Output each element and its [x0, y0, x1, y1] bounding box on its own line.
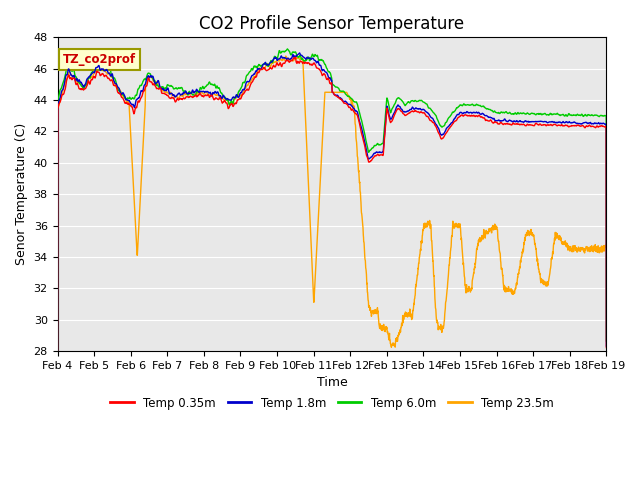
Legend: Temp 0.35m, Temp 1.8m, Temp 6.0m, Temp 23.5m: Temp 0.35m, Temp 1.8m, Temp 6.0m, Temp 2… — [106, 392, 559, 414]
Title: CO2 Profile Sensor Temperature: CO2 Profile Sensor Temperature — [200, 15, 465, 33]
Y-axis label: Senor Temperature (C): Senor Temperature (C) — [15, 123, 28, 265]
Text: TZ_co2prof: TZ_co2prof — [63, 53, 136, 66]
X-axis label: Time: Time — [317, 376, 348, 389]
